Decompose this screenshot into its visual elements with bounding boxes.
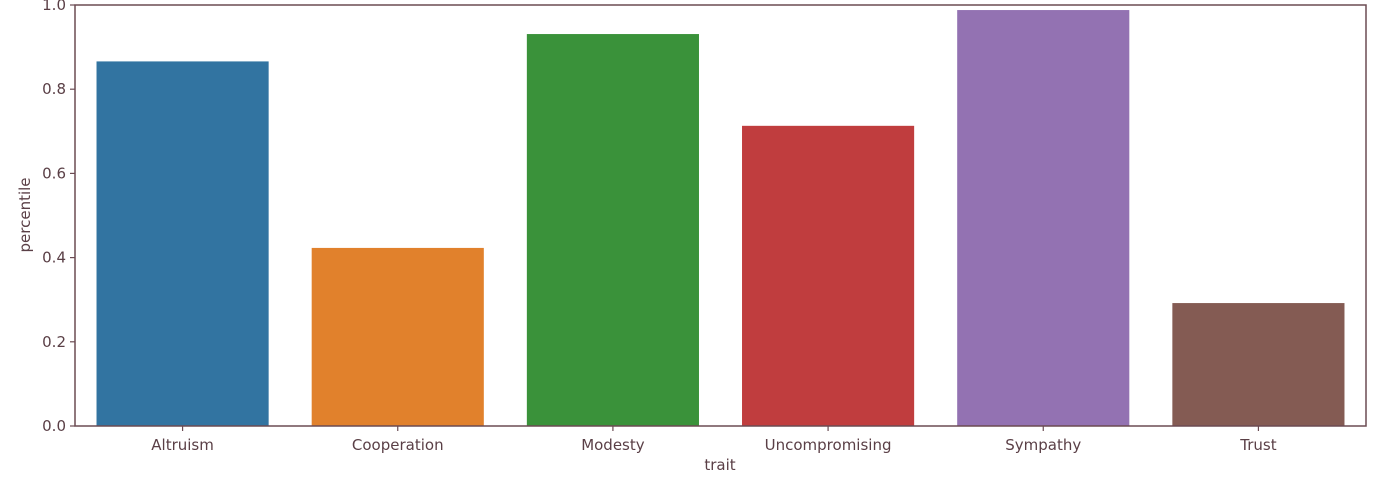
bar-sympathy	[957, 10, 1130, 426]
x-tick-label: Uncompromising	[765, 436, 892, 454]
bar-trust	[1172, 303, 1345, 426]
x-tick-label: Modesty	[581, 436, 645, 454]
y-axis: 0.0 0.2 0.4 0.6 0.8 1.0	[42, 0, 75, 435]
x-axis-label: trait	[704, 456, 735, 474]
y-tick-label: 0.2	[42, 333, 66, 351]
y-tick-label: 0.6	[42, 164, 66, 182]
plot-frame	[74, 4, 1367, 427]
bar-uncompromising	[742, 125, 915, 427]
y-axis-label: percentile	[16, 177, 34, 252]
y-tick-label: 0.4	[42, 249, 66, 267]
bar-cooperation	[311, 247, 484, 426]
y-tick-label: 0.0	[42, 417, 66, 435]
x-tick-label: Sympathy	[1005, 436, 1081, 454]
x-axis: Altruism Cooperation Modesty Uncompromising…	[151, 426, 1277, 454]
bar-modesty	[526, 34, 699, 426]
y-tick-label: 0.8	[42, 80, 66, 98]
x-tick-label: Trust	[1239, 436, 1276, 454]
bars-group	[96, 10, 1345, 427]
bar-altruism	[96, 61, 269, 426]
x-tick-label: Cooperation	[352, 436, 444, 454]
y-tick-label: 1.0	[42, 0, 66, 14]
x-tick-label: Altruism	[151, 436, 214, 454]
